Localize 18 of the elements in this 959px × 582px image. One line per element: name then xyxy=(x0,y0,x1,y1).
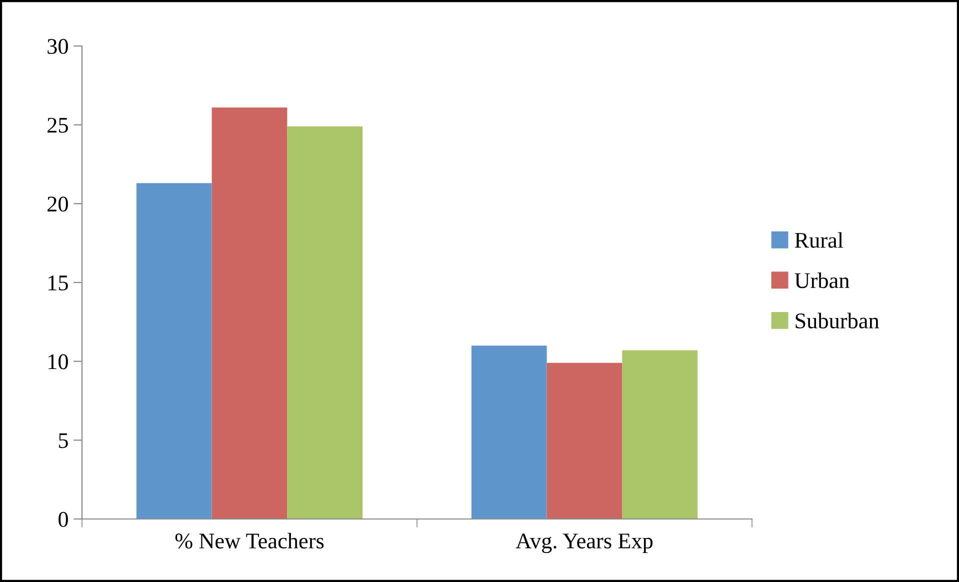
y-tick-label: 20 xyxy=(48,196,68,212)
y-tick-label: 5 xyxy=(58,433,68,448)
y-tick-label: 10 xyxy=(48,354,68,370)
y-tick-label: 30 xyxy=(48,38,68,54)
bar xyxy=(287,126,363,519)
y-tick-label: 25 xyxy=(48,118,68,133)
legend-label: Urban xyxy=(794,272,850,288)
bar xyxy=(546,362,622,519)
y-tick-label: 0 xyxy=(58,512,68,527)
bar xyxy=(136,183,212,519)
legend-label: Rural xyxy=(794,232,844,248)
bar xyxy=(471,346,547,519)
x-tick-label: Avg. Years Exp xyxy=(516,534,653,554)
y-tick-label: 15 xyxy=(48,276,68,290)
legend-label: Suburban xyxy=(796,312,880,328)
x-tick-label: % New Teachers xyxy=(175,532,324,549)
bar xyxy=(622,350,698,519)
bar xyxy=(212,107,288,519)
